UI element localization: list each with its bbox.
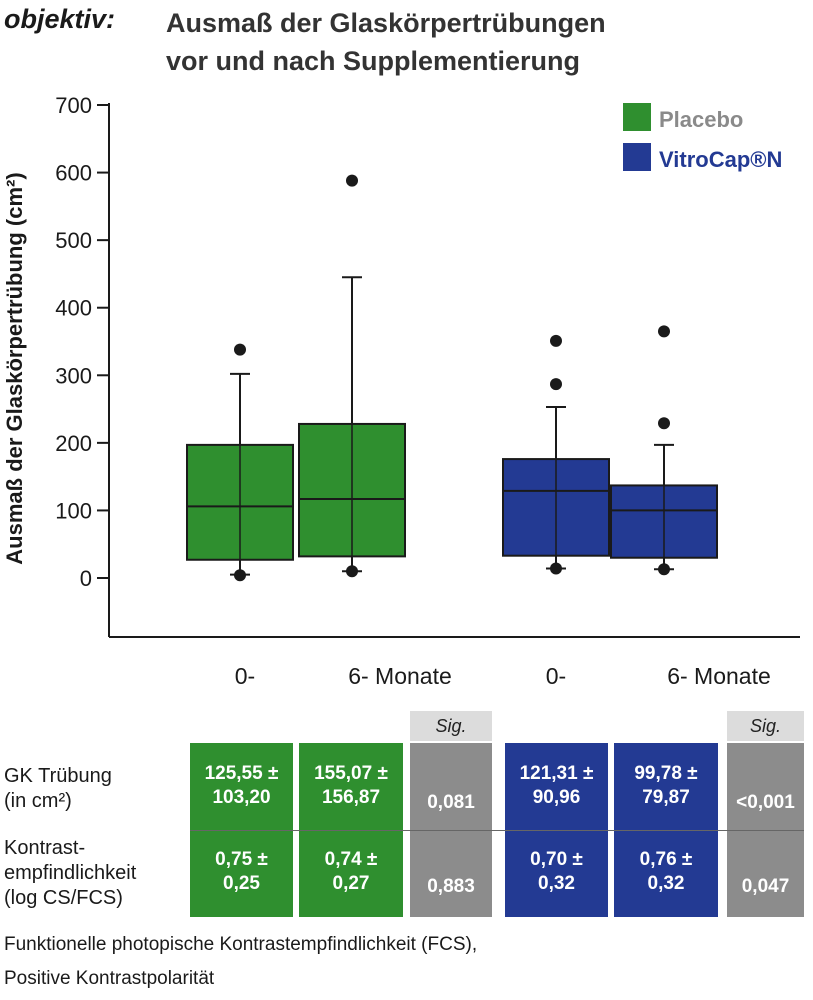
row-label-line: (log CS/FCS) — [4, 887, 123, 909]
boxplot-chart: 0 100 200 300 400 500 600 700 Ausmaß der Glaskör… — [2, 93, 800, 689]
row-separator — [190, 830, 804, 831]
y-tick-label: 700 — [55, 93, 92, 118]
cell-placebo-sig-gk: 0,081 — [410, 743, 492, 830]
outlier-point — [346, 565, 358, 578]
row-label-line: Kontrast- — [4, 837, 86, 859]
cell-vitro-0-kontrast: 0,70 ± 0,32 — [505, 831, 608, 917]
footnote-line-2: Positive Kontrastpolarität — [4, 968, 215, 989]
cell-value: 0,76 ± — [639, 849, 693, 870]
sig-header-vitrocap: Sig. — [727, 711, 804, 741]
cell-placebo-6-gk: 155,07 ± 156,87 — [299, 743, 403, 830]
x-tick-label: 6- Monate — [667, 663, 771, 689]
x-tick-label: 6- Monate — [348, 663, 452, 689]
y-tick-label: 0 — [80, 566, 92, 591]
cell-vitro-0-gk: 121,31 ± 90,96 — [505, 743, 608, 830]
legend-label-vitrocap: VitroCap®N — [659, 147, 782, 172]
row-label-line: (in cm²) — [4, 790, 72, 812]
cell-value: 155,07 ± — [314, 763, 388, 784]
legend-swatch-vitrocap — [623, 143, 651, 171]
outlier-point — [346, 174, 358, 187]
cell-value: 0,081 — [427, 792, 475, 813]
outlier-point — [234, 343, 246, 356]
y-tick-label: 300 — [55, 363, 92, 388]
row-label-gk-truebung: GK Trübung (in cm²) — [4, 764, 112, 814]
title-line-1: Ausmaß der Glaskörpertrübungen — [166, 8, 606, 38]
y-tick-label: 100 — [55, 498, 92, 523]
outlier-point — [658, 325, 670, 338]
y-tick-label: 200 — [55, 431, 92, 456]
legend-label-placebo: Placebo — [659, 107, 743, 132]
cell-vitro-6-gk: 99,78 ± 79,87 — [614, 743, 718, 830]
cell-value: 103,20 — [212, 787, 271, 808]
cell-value: 0,047 — [741, 876, 790, 897]
cell-value: 156,87 — [321, 787, 381, 808]
cell-value: 121,31 ± — [519, 763, 594, 784]
cell-value: 125,55 ± — [204, 763, 279, 784]
footnote: Funktionelle photopische Kontrastempfind… — [4, 928, 477, 996]
cell-placebo-0-gk: 125,55 ± 103,20 — [190, 743, 293, 830]
cell-value: 90,96 — [532, 787, 581, 808]
title-line-2: vor und nach Supplementierung — [166, 46, 581, 76]
row-label-line: GK Trübung — [4, 765, 112, 787]
x-tick-label: 0- — [235, 663, 255, 689]
outlier-point — [550, 334, 562, 347]
sig-header-placebo: Sig. — [410, 711, 492, 741]
outlier-point — [658, 417, 670, 430]
cell-value: 0,25 — [223, 873, 260, 894]
y-tick-label: 600 — [55, 161, 92, 186]
y-axis-label: Ausmaß der Glaskörpertrübung (cm²) — [2, 172, 27, 564]
cell-vitro-sig-gk: <0,001 — [727, 743, 804, 830]
cell-value: 0,32 — [538, 873, 575, 894]
cell-value: 0,74 ± — [324, 849, 378, 870]
cell-vitro-sig-kontrast: 0,047 — [727, 831, 804, 917]
x-tick-label: 0- — [546, 663, 566, 689]
legend-swatch-placebo — [623, 103, 651, 131]
cell-value: 0,32 — [647, 873, 685, 894]
outlier-point — [550, 378, 562, 391]
cell-placebo-sig-kontrast: 0,883 — [410, 831, 492, 917]
cell-vitro-6-kontrast: 0,76 ± 0,32 — [614, 831, 718, 917]
cell-placebo-0-kontrast: 0,75 ± 0,25 — [190, 831, 293, 917]
cell-value: 99,78 ± — [634, 763, 698, 784]
cell-value: <0,001 — [736, 792, 795, 813]
chart-title: Ausmaß der Glaskörpertrübungen vor und n… — [166, 4, 606, 80]
cell-value: 0,883 — [427, 876, 475, 897]
footnote-line-1: Funktionelle photopische Kontrastempfind… — [4, 934, 478, 955]
cell-value: 0,27 — [332, 873, 370, 894]
y-tick-label: 400 — [55, 296, 92, 321]
cell-value: 79,87 — [642, 787, 690, 808]
outlier-point — [658, 563, 670, 576]
cell-value: 0,70 ± — [530, 849, 583, 870]
header-prefix: objektiv: — [4, 4, 116, 34]
outlier-point — [234, 569, 246, 582]
row-label-line: empfindlichkeit — [4, 862, 137, 884]
y-tick-label: 500 — [55, 228, 92, 253]
cell-value: 0,75 ± — [215, 849, 268, 870]
row-label-kontrast: Kontrast- empfindlichkeit (log CS/FCS) — [4, 836, 136, 911]
outlier-point — [550, 562, 562, 575]
cell-placebo-6-kontrast: 0,74 ± 0,27 — [299, 831, 403, 917]
